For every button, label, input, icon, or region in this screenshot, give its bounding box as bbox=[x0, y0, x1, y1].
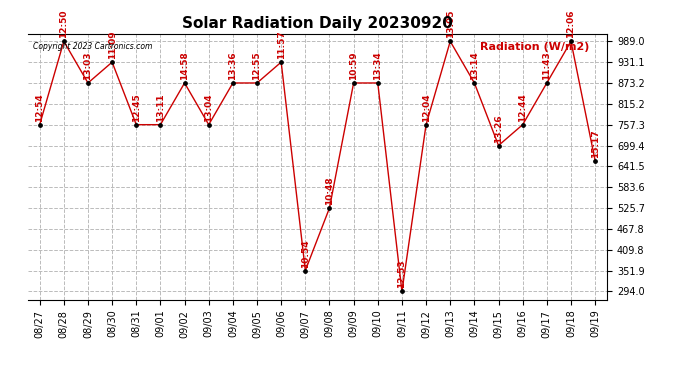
Point bbox=[299, 267, 310, 273]
Text: 12:45: 12:45 bbox=[132, 93, 141, 122]
Text: 13:03: 13:03 bbox=[83, 52, 92, 80]
Point bbox=[228, 80, 239, 86]
Text: 12:53: 12:53 bbox=[397, 260, 406, 288]
Point bbox=[34, 122, 46, 128]
Text: 14:58: 14:58 bbox=[180, 51, 189, 80]
Text: 10:59: 10:59 bbox=[349, 51, 358, 80]
Text: 13:11: 13:11 bbox=[156, 93, 165, 122]
Text: 12:04: 12:04 bbox=[422, 93, 431, 122]
Point bbox=[203, 122, 214, 128]
Point bbox=[130, 122, 142, 128]
Text: 12:44: 12:44 bbox=[518, 93, 527, 122]
Point bbox=[541, 80, 552, 86]
Point bbox=[83, 80, 94, 86]
Point bbox=[155, 122, 166, 128]
Text: 13:14: 13:14 bbox=[470, 51, 479, 80]
Point bbox=[469, 80, 480, 86]
Text: 15:17: 15:17 bbox=[591, 129, 600, 158]
Text: 11:09: 11:09 bbox=[108, 31, 117, 59]
Text: 12:50: 12:50 bbox=[59, 10, 68, 38]
Text: 10:48: 10:48 bbox=[325, 177, 334, 205]
Point bbox=[58, 38, 69, 44]
Text: 13:05: 13:05 bbox=[446, 10, 455, 38]
Text: 13:36: 13:36 bbox=[228, 51, 237, 80]
Point bbox=[589, 158, 600, 164]
Text: 11:43: 11:43 bbox=[542, 51, 551, 80]
Text: 12:54: 12:54 bbox=[35, 93, 44, 122]
Point bbox=[518, 122, 529, 128]
Text: 10:54: 10:54 bbox=[301, 239, 310, 268]
Text: 11:57: 11:57 bbox=[277, 30, 286, 59]
Point bbox=[106, 59, 117, 65]
Point bbox=[179, 80, 190, 86]
Text: Copyright 2023 Cartronics.com: Copyright 2023 Cartronics.com bbox=[33, 42, 152, 51]
Point bbox=[565, 38, 576, 44]
Text: 12:55: 12:55 bbox=[253, 51, 262, 80]
Text: Radiation (W/m2): Radiation (W/m2) bbox=[480, 42, 590, 52]
Point bbox=[276, 59, 287, 65]
Point bbox=[348, 80, 359, 86]
Text: 13:34: 13:34 bbox=[373, 51, 382, 80]
Point bbox=[420, 122, 432, 128]
Point bbox=[396, 288, 407, 294]
Point bbox=[493, 142, 504, 148]
Point bbox=[373, 80, 384, 86]
Point bbox=[444, 38, 455, 44]
Text: 13:26: 13:26 bbox=[494, 114, 503, 142]
Text: 12:06: 12:06 bbox=[566, 10, 575, 38]
Point bbox=[324, 205, 335, 211]
Point bbox=[251, 80, 262, 86]
Text: 13:04: 13:04 bbox=[204, 93, 213, 122]
Title: Solar Radiation Daily 20230920: Solar Radiation Daily 20230920 bbox=[182, 16, 453, 31]
